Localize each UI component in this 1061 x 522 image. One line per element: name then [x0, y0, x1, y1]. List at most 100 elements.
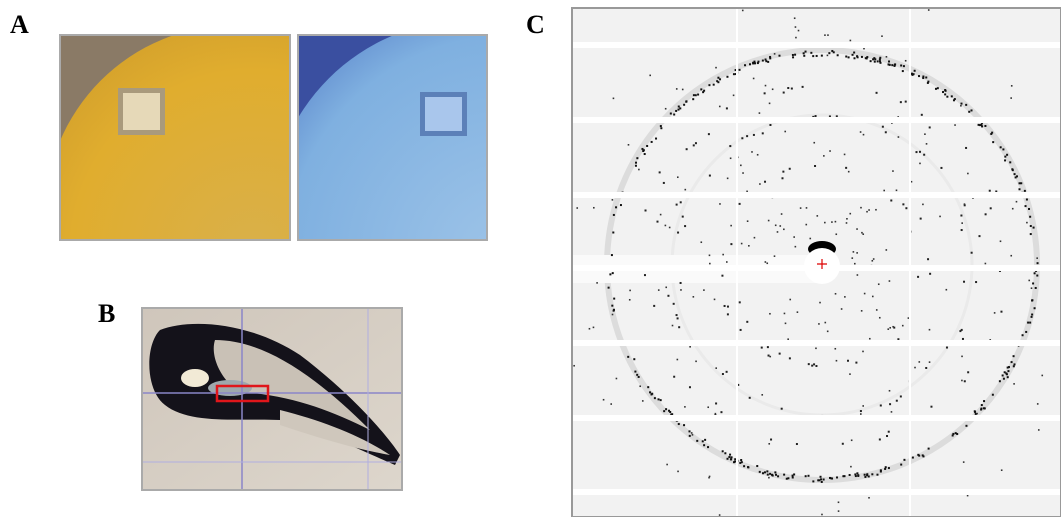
spot: [795, 246, 797, 248]
spot: [854, 57, 856, 59]
spot: [1010, 255, 1012, 257]
spot: [814, 165, 816, 167]
spot: [983, 400, 985, 402]
spot: [759, 471, 761, 473]
spot: [914, 70, 916, 72]
spot: [779, 353, 781, 355]
spot: [727, 306, 729, 308]
spot: [824, 322, 826, 324]
spot: [678, 423, 680, 425]
spot: [783, 228, 785, 230]
spot: [868, 497, 870, 499]
spot: [1013, 383, 1015, 385]
spot: [785, 323, 787, 325]
spot: [739, 301, 741, 303]
spot: [697, 94, 699, 96]
spot: [902, 325, 904, 327]
spot: [856, 472, 858, 474]
spot: [852, 54, 854, 56]
spot: [1005, 372, 1007, 374]
spot: [862, 351, 864, 353]
spot: [770, 439, 772, 441]
spot: [693, 144, 695, 146]
spot: [734, 458, 736, 460]
spot: [892, 170, 894, 172]
spot: [1013, 365, 1015, 367]
spot: [897, 338, 899, 340]
spot: [1028, 280, 1030, 282]
spot: [742, 172, 744, 174]
spot: [613, 214, 615, 216]
spot: [772, 88, 774, 90]
spot: [747, 220, 749, 222]
spot: [878, 283, 880, 285]
spot: [678, 326, 680, 328]
spot: [965, 147, 967, 149]
spot: [1032, 282, 1034, 284]
spot: [704, 439, 706, 441]
spot: [721, 275, 723, 277]
spot: [1013, 363, 1015, 365]
spot: [891, 64, 893, 66]
figure: A B C: [0, 0, 1061, 517]
spot: [919, 151, 921, 153]
spot: [709, 263, 711, 265]
spot: [860, 207, 862, 209]
spot: [872, 260, 874, 262]
spot: [978, 235, 980, 237]
spot: [879, 317, 881, 319]
spot: [660, 127, 662, 129]
spot: [658, 289, 660, 291]
spot: [677, 176, 679, 178]
spot: [821, 514, 823, 516]
spot: [589, 328, 591, 330]
spot: [967, 173, 969, 175]
spot: [739, 69, 741, 71]
spot: [782, 171, 784, 173]
spot: [765, 261, 767, 263]
spot: [767, 61, 769, 63]
spot: [728, 456, 730, 458]
spot: [680, 282, 682, 284]
spot: [885, 131, 887, 133]
spot: [757, 154, 759, 156]
spot: [715, 67, 717, 69]
spot: [889, 64, 891, 66]
spot: [766, 262, 768, 264]
spot: [787, 338, 789, 340]
spot: [1033, 227, 1035, 229]
spot: [880, 471, 882, 473]
spot: [800, 207, 802, 209]
spot: [603, 399, 605, 401]
spot: [593, 327, 595, 329]
spot: [837, 54, 839, 56]
spot: [772, 475, 774, 477]
spot: [915, 151, 917, 153]
spot: [593, 207, 595, 209]
spot: [1036, 275, 1038, 277]
spot: [769, 356, 771, 358]
spot: [823, 478, 825, 480]
spot: [789, 299, 791, 301]
spot: [679, 107, 681, 109]
spot: [905, 60, 907, 62]
spot: [656, 221, 658, 223]
spot: [612, 199, 614, 201]
spot: [722, 450, 724, 452]
spot: [724, 305, 726, 307]
module-gap: [572, 415, 1061, 421]
spot: [753, 134, 755, 136]
spot: [1031, 287, 1033, 289]
spot: [700, 241, 702, 243]
spot: [660, 214, 662, 216]
spot: [783, 474, 785, 476]
spot: [774, 255, 776, 257]
spot: [921, 114, 923, 116]
spot: [789, 357, 791, 359]
spot: [708, 477, 710, 479]
spot: [682, 89, 684, 91]
spot: [857, 274, 859, 276]
spot: [886, 56, 888, 58]
spot: [677, 471, 679, 473]
spot: [1026, 199, 1028, 201]
